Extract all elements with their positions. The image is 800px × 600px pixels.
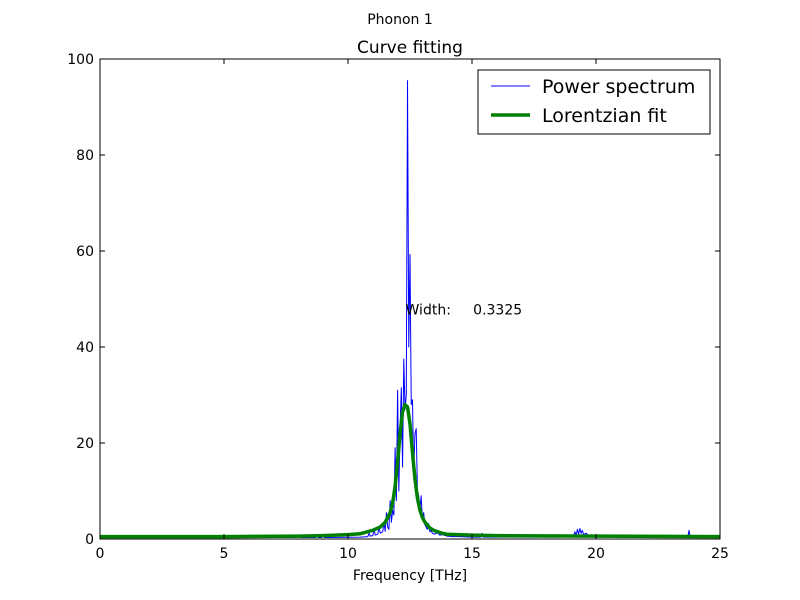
series-line-1 (100, 402, 720, 539)
y-tick-label: 0 (85, 532, 94, 548)
legend-box (477, 69, 711, 135)
y-tick-label: 40 (76, 340, 94, 356)
x-axis-label: Frequency [THz] (353, 568, 467, 584)
plot-frame (99, 58, 721, 540)
chart-title: Curve fitting (357, 38, 463, 58)
y-tick-label: 80 (76, 148, 94, 164)
width-annotation: Width: 0.3325 (406, 303, 523, 319)
x-tick-label: 5 (220, 546, 229, 562)
x-tick-label: 0 (96, 546, 105, 562)
legend-label: Power spectrum (542, 76, 695, 98)
x-tick-label: 20 (587, 546, 605, 562)
x-tick-label: 15 (463, 546, 481, 562)
y-tick-label: 20 (76, 436, 94, 452)
y-tick-label: 60 (76, 244, 94, 260)
x-tick-label: 25 (711, 546, 729, 562)
figure-suptitle: Phonon 1 (367, 12, 433, 28)
x-tick-label: 10 (339, 546, 357, 562)
plot-area: 0 5 10 15 20 25 0 20 40 60 80 100 Width: 0.3325 Power… (67, 52, 729, 562)
y-tick-label: 100 (67, 52, 94, 68)
legend-label: Lorentzian fit (542, 105, 667, 127)
